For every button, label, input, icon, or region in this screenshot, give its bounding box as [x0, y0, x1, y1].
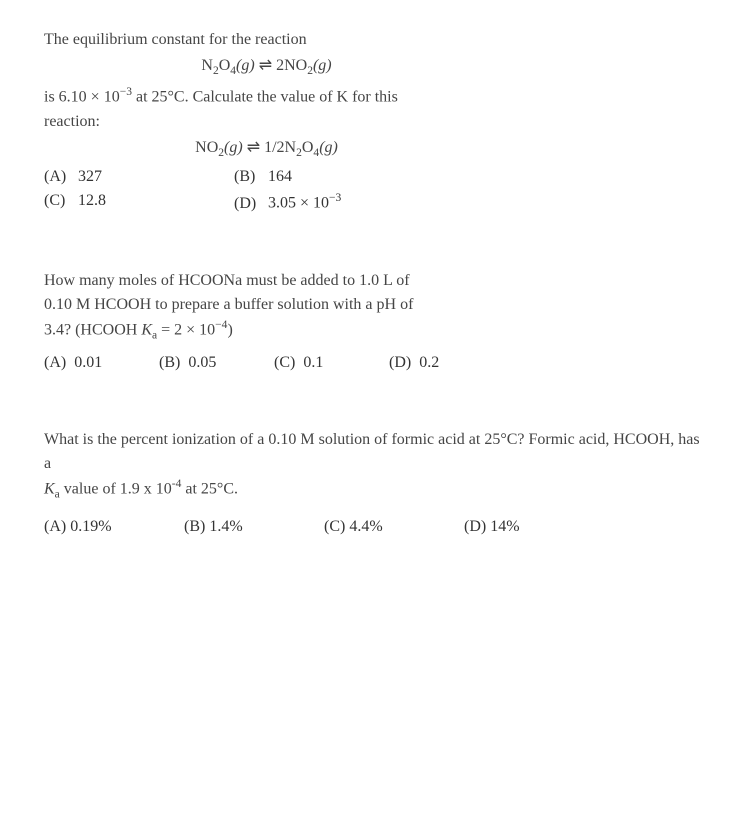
q1-option-d[interactable]: (D)3.05 × 10−3 — [234, 192, 434, 212]
q1-option-b[interactable]: (B)164 — [234, 168, 434, 186]
q3-line2: Ka value of 1.9 x 10-4 at 25°C. — [44, 476, 709, 504]
q1-line3: reaction: — [44, 110, 709, 134]
opt-value: 4.4% — [349, 518, 382, 535]
q2-line1: How many moles of HCOONa must be added t… — [44, 269, 709, 293]
opt-label: (C) — [324, 518, 345, 535]
opt-label: (B) — [159, 354, 180, 371]
opt-label: (D) — [464, 518, 486, 535]
equilibrium-arrow-icon: ⇌ — [259, 58, 272, 74]
eq1-rhs-coef: 2NO — [276, 57, 307, 74]
q2-option-a[interactable]: (A) 0.01 — [44, 354, 159, 372]
question-2: How many moles of HCOONa must be added t… — [44, 269, 709, 373]
eq2-phase-r: (g) — [319, 139, 338, 156]
eq2-rhs-mid: O — [302, 139, 314, 156]
q1-line2b: at 25°C. Calculate the value of K for th… — [132, 89, 398, 106]
q2-line3: 3.4? (HCOOH Ka = 2 × 10−4) — [44, 317, 709, 345]
opt-label: (A) — [44, 168, 78, 186]
opt-value-pre: 3.05 × 10 — [268, 195, 329, 212]
opt-value: 0.01 — [74, 354, 102, 371]
q3-line2a: value of 1.9 x 10 — [60, 481, 172, 498]
eq2-rhs-coef: 1/2N — [264, 139, 296, 156]
opt-value: 0.19% — [70, 518, 111, 535]
q1-option-c[interactable]: (C)12.8 — [44, 192, 224, 212]
opt-label: (C) — [44, 192, 78, 210]
equilibrium-arrow-icon: ⇌ — [247, 140, 260, 156]
opt-label: (C) — [274, 354, 295, 371]
q1-equation-1: N2O4(g) ⇌ 2NO2(g) — [44, 54, 709, 80]
q1-intro: The equilibrium constant for the reactio… — [44, 28, 709, 52]
q2-options: (A) 0.01 (B) 0.05 (C) 0.1 (D) 0.2 — [44, 354, 504, 372]
q2-line3c: ) — [227, 321, 232, 338]
q2-option-d[interactable]: (D) 0.2 — [389, 354, 504, 372]
opt-label: (B) — [234, 168, 268, 186]
q3-k: K — [44, 481, 55, 498]
question-3: What is the percent ionization of a 0.10… — [44, 428, 709, 536]
q2-line2: 0.10 M HCOOH to prepare a buffer solutio… — [44, 293, 709, 317]
q2-k: K — [141, 321, 152, 338]
opt-label: (B) — [184, 518, 205, 535]
q1-options: (A)327 (B)164 (C)12.8 (D)3.05 × 10−3 — [44, 168, 709, 212]
eq1-phase-r: (g) — [313, 57, 332, 74]
q1-line2-sup: −3 — [120, 86, 132, 98]
q3-options: (A) 0.19% (B) 1.4% (C) 4.4% (D) 14% — [44, 518, 604, 536]
opt-value: 0.1 — [303, 354, 323, 371]
q1-line2a: is 6.10 × 10 — [44, 89, 120, 106]
eq1-phase-l: (g) — [236, 57, 255, 74]
opt-label: (D) — [234, 195, 268, 213]
q1-line2: is 6.10 × 10−3 at 25°C. Calculate the va… — [44, 84, 709, 109]
q2-line3b: = 2 × 10 — [157, 321, 215, 338]
q3-option-b[interactable]: (B) 1.4% — [184, 518, 324, 536]
opt-value: 0.05 — [188, 354, 216, 371]
eq2-lhs: NO — [195, 139, 218, 156]
eq1-mid-o: O — [219, 57, 231, 74]
opt-value: 164 — [268, 168, 292, 185]
opt-value: 12.8 — [78, 192, 106, 209]
q3-option-a[interactable]: (A) 0.19% — [44, 518, 184, 536]
q3-line2b: at 25°C. — [181, 481, 238, 498]
opt-label: (A) — [44, 518, 66, 535]
opt-value: 1.4% — [209, 518, 242, 535]
q3-line2sup: -4 — [172, 478, 182, 490]
question-1: The equilibrium constant for the reactio… — [44, 28, 709, 213]
opt-label: (A) — [44, 354, 66, 371]
q2-option-b[interactable]: (B) 0.05 — [159, 354, 274, 372]
q1-option-a[interactable]: (A)327 — [44, 168, 224, 186]
opt-value: 14% — [490, 518, 519, 535]
q3-option-c[interactable]: (C) 4.4% — [324, 518, 464, 536]
q1-equation-2: NO2(g) ⇌ 1/2N2O4(g) — [44, 136, 709, 162]
eq1-lhs-n: N — [201, 57, 213, 74]
eq2-phase-l: (g) — [224, 139, 243, 156]
opt-value: 327 — [78, 168, 102, 185]
q3-line1: What is the percent ionization of a 0.10… — [44, 428, 709, 476]
q2-option-c[interactable]: (C) 0.1 — [274, 354, 389, 372]
opt-value: 0.2 — [419, 354, 439, 371]
opt-label: (D) — [389, 354, 411, 371]
q3-option-d[interactable]: (D) 14% — [464, 518, 604, 536]
opt-value-sup: −3 — [329, 192, 341, 204]
q2-line3a: 3.4? (HCOOH — [44, 321, 141, 338]
q2-line3sup: −4 — [215, 319, 227, 331]
